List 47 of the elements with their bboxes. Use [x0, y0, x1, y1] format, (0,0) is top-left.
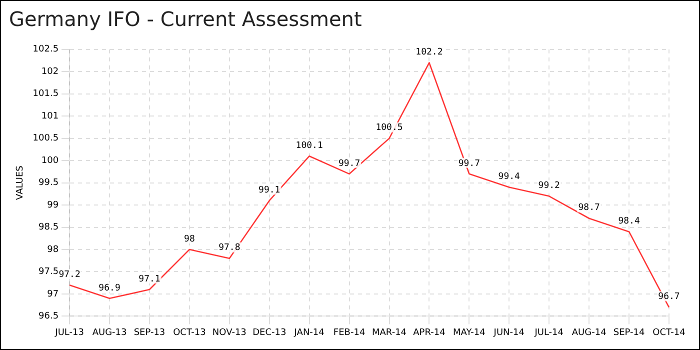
x-tick-label: FEB-14: [333, 328, 366, 338]
data-label: 99.7: [458, 158, 480, 169]
y-tick-label: 100: [41, 156, 59, 166]
data-label: 96.9: [98, 283, 120, 294]
x-tick-label: APR-14: [413, 328, 446, 338]
x-tick-label: DEC-13: [252, 328, 286, 338]
x-tick-label: AUG-14: [572, 328, 607, 338]
x-tick-label: NOV-13: [212, 328, 246, 338]
y-tick-label: 102.5: [32, 44, 59, 55]
data-label: 97.2: [58, 270, 80, 280]
x-tick-label: SEP-13: [134, 328, 166, 338]
data-label: 96.7: [658, 292, 680, 302]
x-tick-label: JUL-14: [534, 328, 564, 338]
data-label: 98: [184, 234, 195, 244]
y-tick-label: 102: [41, 66, 59, 77]
data-label: 99.4: [498, 172, 520, 182]
x-tick-label: SEP-14: [613, 328, 645, 338]
x-tick-label: JAN-14: [293, 328, 325, 338]
data-label: 97.8: [218, 243, 240, 254]
y-axis-title: VALUES: [16, 165, 26, 200]
y-tick-label: 99.5: [38, 178, 59, 188]
y-tick-label: 96.5: [38, 312, 59, 322]
data-label: 99.2: [538, 180, 560, 191]
x-tick-label: AUG-13: [92, 328, 127, 338]
data-label: 100.1: [296, 140, 323, 151]
y-tick-label: 97.5: [38, 267, 59, 278]
y-tick-label: 101.5: [32, 89, 59, 100]
y-tick-label: 101: [41, 111, 59, 122]
y-tick-label: 98: [47, 244, 59, 255]
data-label: 98.4: [618, 216, 640, 227]
x-tick-label: JUN-14: [492, 328, 525, 338]
x-tick-label: MAY-14: [453, 328, 486, 338]
data-label: 102.2: [416, 48, 443, 58]
chart-title: Germany IFO - Current Assessment: [9, 7, 362, 31]
y-tick-label: 99: [47, 200, 59, 210]
x-tick-label: JUL-13: [54, 328, 84, 338]
data-label: 99.7: [338, 158, 360, 169]
x-tick-label: OCT-14: [652, 328, 686, 338]
data-label: 98.7: [578, 203, 600, 214]
y-tick-label: 97: [47, 289, 59, 300]
data-label: 99.1: [258, 185, 280, 196]
data-label: 97.1: [138, 274, 160, 284]
x-tick-label: MAR-14: [372, 328, 407, 338]
data-label: 100.5: [376, 123, 403, 134]
x-tick-label: OCT-13: [173, 328, 206, 338]
y-tick-label: 98.5: [38, 222, 59, 233]
y-tick-label: 100.5: [32, 134, 59, 144]
